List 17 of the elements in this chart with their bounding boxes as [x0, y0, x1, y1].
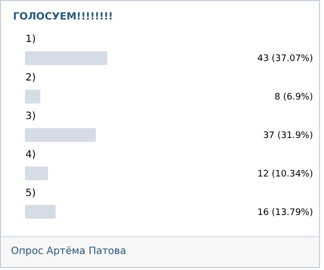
data-label: 12 (10.34%) [257, 169, 313, 180]
bar [25, 204, 56, 219]
text: Опрос Артёма Патова [1, 236, 319, 267]
data-label: 16 (13.79%) [257, 208, 313, 218]
data-label: 43 (37.07%) [257, 54, 313, 64]
bar [25, 51, 108, 66]
bar [25, 90, 40, 104]
y-tick-label: 3) [26, 111, 36, 122]
y-tick-label: 2) [26, 72, 36, 84]
y-tick-label: 4) [26, 149, 36, 160]
bar [25, 166, 48, 180]
y-tick-label: 5) [26, 188, 36, 199]
data-label: 8 (6.9%) [274, 92, 313, 103]
data-label: 37 (31.9%) [263, 131, 313, 141]
chart-title: ГОЛОСУЕМ!!!!!!!! [13, 12, 113, 23]
y-tick-label: 1) [26, 34, 36, 46]
bar [25, 128, 96, 142]
